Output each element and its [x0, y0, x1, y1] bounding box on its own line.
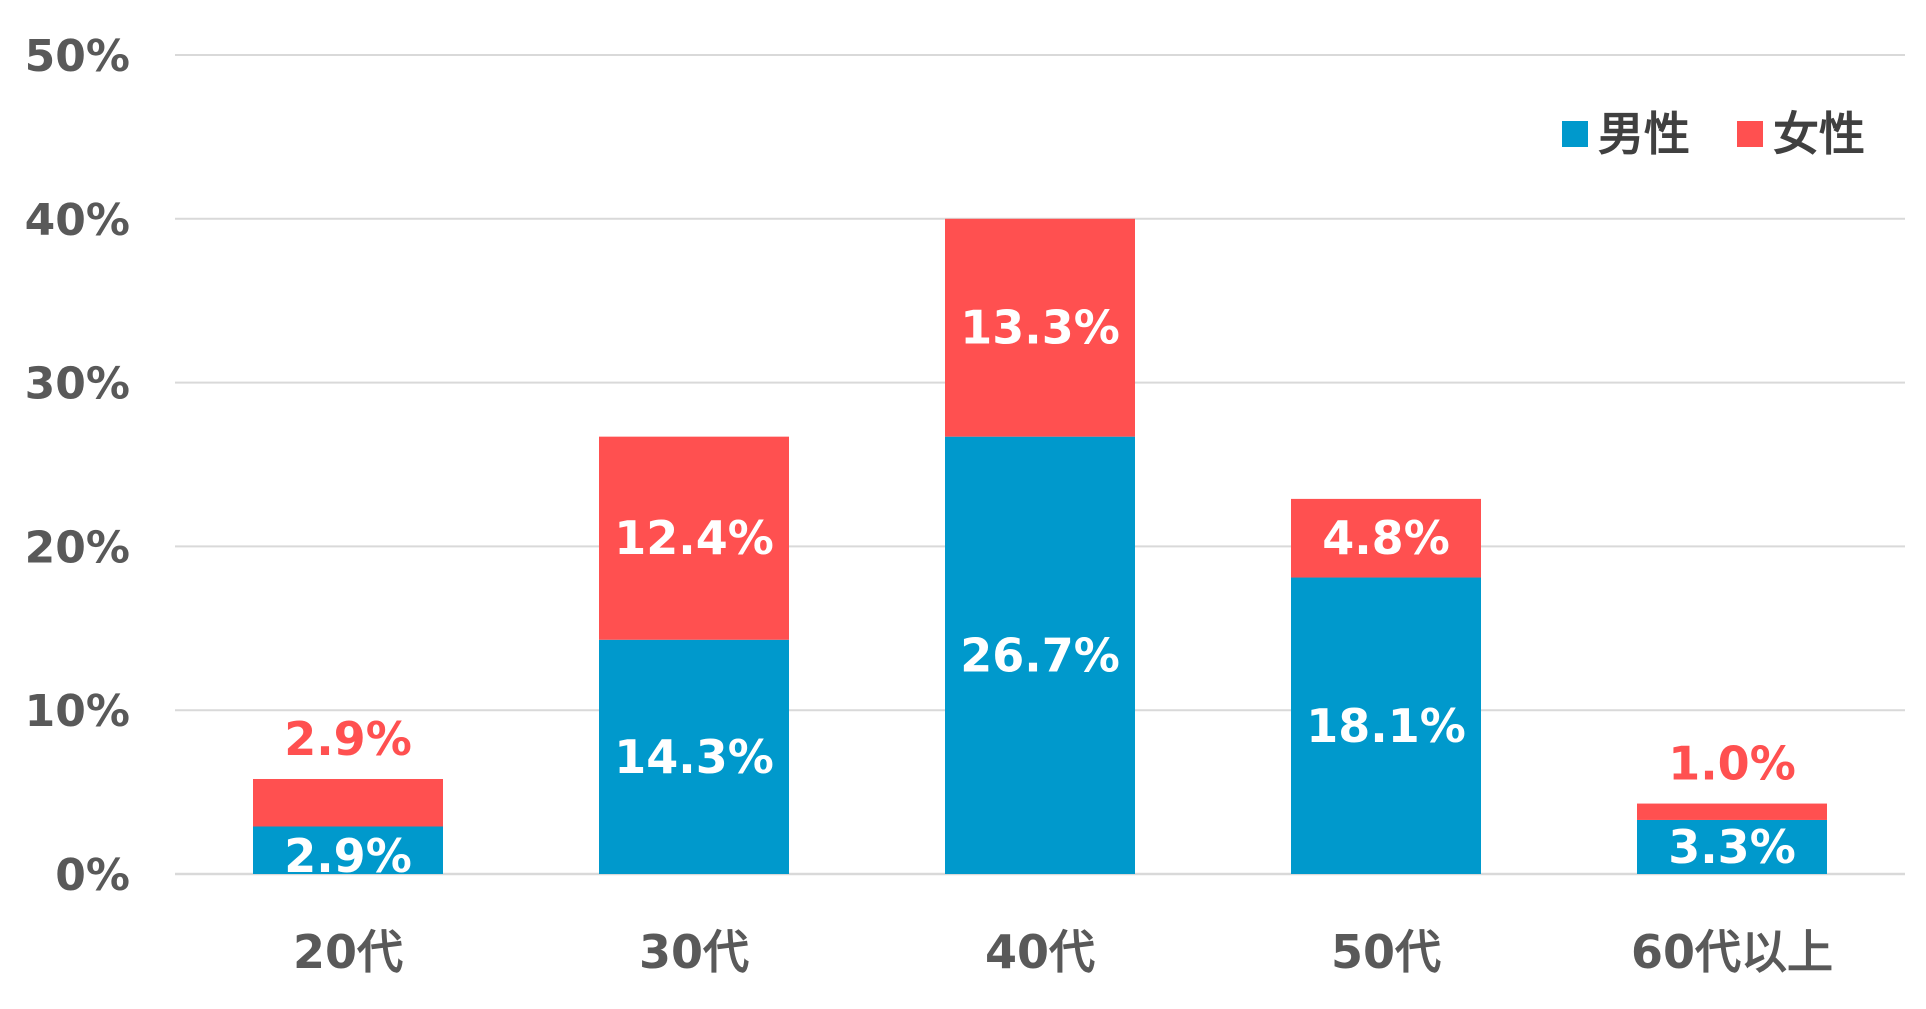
y-tick-label: 30% [25, 359, 130, 410]
bar-segment [1291, 498, 1481, 578]
legend-label: 女性 [1773, 107, 1865, 161]
y-tick-label: 10% [25, 686, 130, 737]
x-tick-label: 40代 [985, 925, 1095, 979]
data-label: 4.8% [1322, 511, 1450, 565]
legend-swatch [1737, 121, 1763, 147]
bar-segment [945, 436, 1135, 874]
x-tick-label: 60代以上 [1631, 925, 1833, 979]
y-tick-label: 40% [25, 195, 130, 246]
data-label: 1.0% [1668, 737, 1796, 791]
data-label: 12.4% [614, 511, 774, 565]
legend: 男性 女性 [1562, 107, 1865, 161]
data-label: 2.9% [284, 829, 412, 883]
bars [253, 218, 1827, 874]
bar-segment [253, 826, 443, 874]
bar-segment [1291, 577, 1481, 874]
x-tick-label: 50代 [1331, 925, 1441, 979]
legend-label: 男性 [1598, 107, 1690, 161]
data-label: 18.1% [1306, 699, 1466, 753]
y-tick-label: 20% [25, 522, 130, 573]
legend-swatch [1562, 121, 1588, 147]
y-tick-label: 0% [55, 850, 130, 901]
data-label: 26.7% [960, 628, 1120, 682]
x-tick-label: 30代 [639, 925, 749, 979]
data-label: 2.9% [284, 712, 412, 766]
data-label: 14.3% [614, 730, 774, 784]
y-tick-label: 50% [25, 31, 130, 82]
bar-segment [945, 218, 1135, 437]
data-label: 3.3% [1668, 820, 1796, 874]
bar-segment [599, 436, 789, 640]
bar-segment [1637, 819, 1827, 874]
x-tick-label: 20代 [293, 925, 403, 979]
y-axis-ticks: 0% 10% 20% 30% 40% 50% [25, 31, 130, 901]
x-axis-ticks: 20代 30代 40代 50代 60代以上 [293, 925, 1833, 979]
bar-segment [1637, 803, 1827, 820]
data-labels: 2.9% 2.9% 14.3% 12.4% 26.7% 13.3% 18.1% 4.8% 3.3… [284, 301, 1796, 883]
data-label: 13.3% [960, 301, 1120, 355]
bar-segment [253, 778, 443, 827]
bar-segment [599, 639, 789, 874]
